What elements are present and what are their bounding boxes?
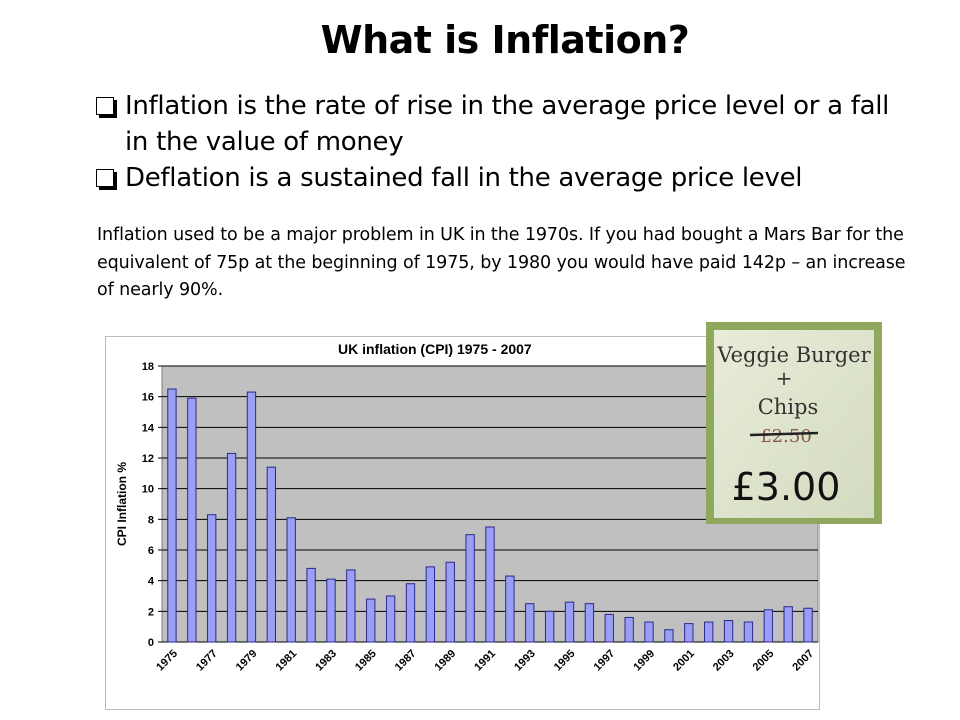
- bar: [743, 621, 754, 643]
- chart-title: UK inflation (CPI) 1975 - 2007: [338, 341, 532, 357]
- bar: [703, 621, 714, 643]
- y-tick-label: 0: [148, 637, 154, 649]
- bullet-text: Deflation is a sustained fall in the ave…: [125, 163, 803, 193]
- bullet-item: Inflation is the rate of rise in the ave…: [92, 88, 912, 160]
- bar: [664, 629, 674, 643]
- bar: [385, 595, 396, 643]
- y-tick-label: 2: [148, 606, 154, 618]
- bullet-item: Deflation is a sustained fall in the ave…: [92, 160, 912, 196]
- bar: [167, 388, 177, 643]
- bar: [485, 526, 495, 643]
- bar: [505, 575, 515, 643]
- intro-paragraph: Inflation used to be a major problem in …: [97, 225, 906, 300]
- bar: [723, 620, 734, 643]
- inflation-chart: 0 2 4 6 8 10 12 14 16 18 CPI Inflation % 1975 1977 19…: [105, 336, 820, 710]
- bar: [644, 621, 654, 643]
- bar: [624, 616, 634, 643]
- checkbox-bullet-icon: [96, 169, 114, 187]
- veggie-burger-sign-photo: Veggie Burger + Chips £2.50 £3.00: [706, 322, 882, 524]
- bar: [246, 391, 257, 643]
- bar: [266, 466, 277, 643]
- y-tick-label: 12: [142, 453, 154, 465]
- bar: [286, 517, 296, 643]
- sign-line-chips: Chips: [758, 395, 819, 419]
- y-tick-label: 6: [148, 545, 154, 557]
- bar: [207, 514, 217, 643]
- bar: [544, 610, 555, 643]
- y-axis-label: CPI Inflation %: [115, 462, 129, 546]
- paper-sign: [714, 330, 874, 518]
- bar: [405, 583, 416, 643]
- bar: [525, 603, 535, 643]
- bar: [226, 452, 237, 643]
- slide-title: What is Inflation?: [320, 18, 690, 62]
- bar: [584, 603, 595, 643]
- bullet-list: Inflation is the rate of rise in the ave…: [92, 88, 912, 196]
- bar: [783, 606, 793, 643]
- bar: [564, 601, 575, 643]
- y-tick-label: 16: [142, 392, 154, 404]
- bar: [604, 613, 614, 643]
- y-tick-label: 8: [148, 514, 154, 526]
- bar: [306, 567, 316, 643]
- y-tick-label: 14: [142, 422, 155, 434]
- sign-old-price: £2.50: [760, 426, 812, 447]
- bar: [445, 561, 455, 643]
- bar: [346, 569, 356, 643]
- bar: [465, 534, 475, 643]
- y-tick-label: 4: [148, 576, 155, 588]
- y-tick-label: 18: [142, 361, 154, 373]
- sign-new-price: £3.00: [732, 465, 841, 509]
- sign-line-plus: +: [776, 366, 793, 390]
- bar: [326, 578, 336, 643]
- bar: [366, 598, 376, 643]
- bullet-text: Inflation is the rate of rise in the ave…: [125, 91, 890, 157]
- bar: [684, 623, 694, 643]
- bar: [187, 397, 197, 643]
- bar: [425, 566, 436, 643]
- sign-line-veggie: Veggie Burger: [716, 343, 871, 367]
- bar: [803, 607, 813, 643]
- y-tick-label: 10: [142, 484, 154, 496]
- checkbox-bullet-icon: [96, 97, 114, 115]
- bar: [763, 609, 773, 643]
- price-strikethrough: [749, 431, 819, 437]
